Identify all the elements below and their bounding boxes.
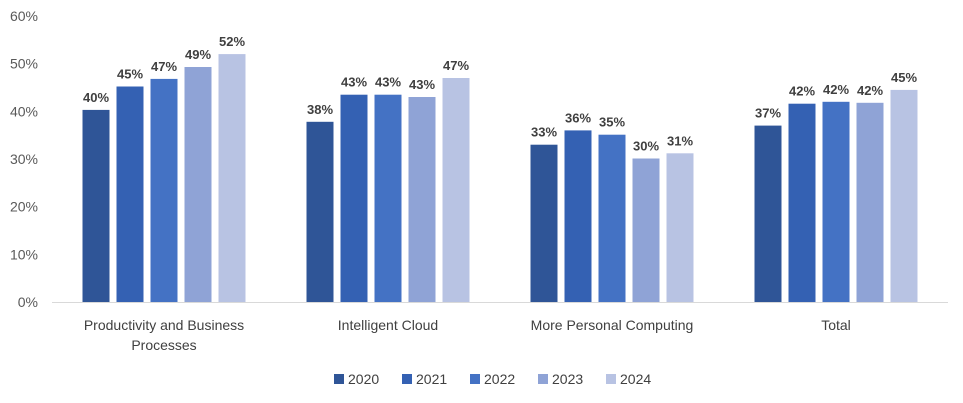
legend: 2020 2021 2022 2023 2024 xyxy=(334,371,651,387)
data-label: 35% xyxy=(599,115,625,130)
bar-2022 xyxy=(599,135,626,302)
x-category-label: Total xyxy=(821,317,851,333)
y-tick-label: 20% xyxy=(10,199,38,215)
bar-2021 xyxy=(565,130,592,302)
legend-swatch-2023 xyxy=(538,374,548,384)
x-axis: Productivity and Business Processes Intell… xyxy=(84,317,851,353)
chart-container: 0% 10% 20% 30% 40% 50% 60% 40% 45% 47% 49% 52% 38% 4… xyxy=(0,0,963,403)
data-label: 38% xyxy=(307,102,333,117)
bar-chart: 0% 10% 20% 30% 40% 50% 60% 40% 45% 47% 49% 52% 38% 4… xyxy=(0,0,963,403)
bar-2020 xyxy=(531,145,558,302)
y-tick-label: 40% xyxy=(10,103,38,119)
y-tick-label: 30% xyxy=(10,151,38,167)
bar-2024 xyxy=(219,54,246,302)
bar-2020 xyxy=(755,126,782,302)
x-category-label: Processes xyxy=(131,337,196,353)
data-label: 45% xyxy=(891,70,917,85)
data-label: 43% xyxy=(375,75,401,90)
bar-2021 xyxy=(341,95,368,302)
x-category-label: Intelligent Cloud xyxy=(338,317,438,333)
legend-swatch-2024 xyxy=(606,374,616,384)
bar-2022 xyxy=(151,79,178,302)
bar-2020 xyxy=(307,122,334,302)
y-tick-label: 60% xyxy=(10,8,38,24)
data-label: 52% xyxy=(219,34,245,49)
bar-2024 xyxy=(443,78,470,302)
legend-label-2023: 2023 xyxy=(552,371,583,387)
data-label: 42% xyxy=(823,82,849,97)
legend-label-2022: 2022 xyxy=(484,371,515,387)
data-label: 43% xyxy=(341,75,367,90)
bar-2021 xyxy=(117,87,144,303)
data-label: 30% xyxy=(633,139,659,154)
legend-label-2020: 2020 xyxy=(348,371,379,387)
bar-2023 xyxy=(633,159,660,303)
data-label: 33% xyxy=(531,125,557,140)
legend-swatch-2021 xyxy=(402,374,412,384)
bar-2024 xyxy=(667,153,694,302)
bar-2023 xyxy=(409,97,436,302)
bar-2022 xyxy=(823,102,850,302)
data-label: 37% xyxy=(755,106,781,121)
x-category-label: Productivity and Business xyxy=(84,317,244,333)
x-category-label: More Personal Computing xyxy=(531,317,694,333)
data-label: 42% xyxy=(857,83,883,98)
y-tick-label: 50% xyxy=(10,56,38,72)
data-label: 47% xyxy=(151,59,177,74)
data-label: 36% xyxy=(565,110,591,125)
bar-2024 xyxy=(891,90,918,302)
data-label: 43% xyxy=(409,77,435,92)
legend-label-2024: 2024 xyxy=(620,371,651,387)
bar-2023 xyxy=(857,103,884,302)
legend-swatch-2022 xyxy=(470,374,480,384)
data-label: 47% xyxy=(443,58,469,73)
bar-2022 xyxy=(375,95,402,302)
y-tick-label: 0% xyxy=(18,294,38,310)
bar-2021 xyxy=(789,104,816,302)
y-axis: 0% 10% 20% 30% 40% 50% 60% xyxy=(10,8,38,310)
data-label: 31% xyxy=(667,133,693,148)
data-label: 40% xyxy=(83,90,109,105)
legend-label-2021: 2021 xyxy=(416,371,447,387)
y-tick-label: 10% xyxy=(10,246,38,262)
legend-swatch-2020 xyxy=(334,374,344,384)
data-label: 42% xyxy=(789,84,815,99)
bar-2023 xyxy=(185,67,212,302)
data-label: 49% xyxy=(185,47,211,62)
data-label: 45% xyxy=(117,67,143,82)
bar-2020 xyxy=(83,110,110,302)
